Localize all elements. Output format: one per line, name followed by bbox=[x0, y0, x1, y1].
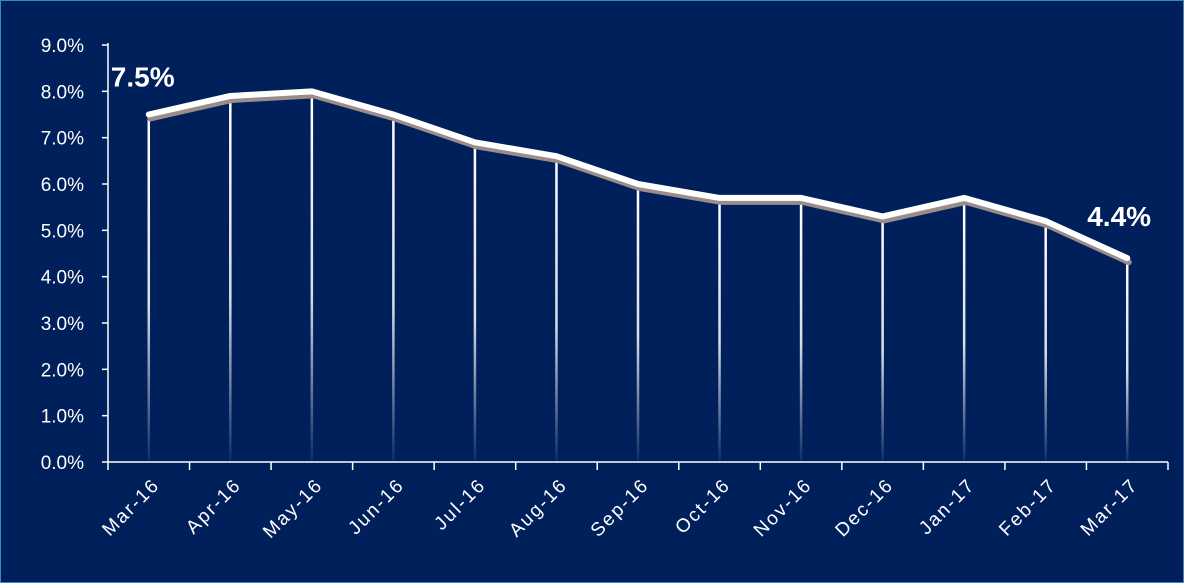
drop-line bbox=[962, 197, 966, 462]
x-tick-label: Sep-16 bbox=[587, 475, 654, 542]
drop-line bbox=[799, 197, 803, 462]
x-tick-label: May-16 bbox=[259, 475, 327, 543]
data-point bbox=[961, 195, 967, 201]
x-tick-label: Jul-16 bbox=[431, 475, 491, 535]
y-tick-label: 8.0% bbox=[41, 82, 84, 103]
data-point bbox=[390, 112, 396, 117]
y-tick-label: 5.0% bbox=[41, 221, 84, 242]
data-point bbox=[553, 153, 559, 159]
x-tick-label: Jan-17 bbox=[915, 475, 979, 539]
annotation-layer: 7.5% 4.4% bbox=[111, 62, 1151, 233]
x-tick-label: Feb-17 bbox=[995, 475, 1061, 541]
drop-line bbox=[636, 184, 640, 462]
data-point bbox=[1043, 218, 1049, 224]
x-tick-label: Jun-16 bbox=[344, 475, 408, 539]
x-tick-label: Dec-16 bbox=[832, 475, 899, 542]
data-label: 4.4% bbox=[1087, 201, 1151, 232]
drop-line bbox=[473, 142, 477, 463]
x-tick-label: Oct-16 bbox=[671, 475, 735, 539]
y-tick-label: 7.0% bbox=[41, 129, 84, 150]
y-tick-label: 6.0% bbox=[41, 175, 84, 196]
drop-line bbox=[718, 197, 721, 462]
drop-line bbox=[555, 156, 558, 462]
data-point bbox=[635, 181, 641, 187]
data-point bbox=[1124, 255, 1130, 261]
data-point bbox=[472, 139, 478, 145]
x-tick-label: Nov-16 bbox=[750, 475, 817, 542]
y-tick-label: 2.0% bbox=[41, 360, 84, 381]
y-tick-label: 9.0% bbox=[41, 36, 84, 57]
drop-lines bbox=[147, 91, 1129, 463]
drop-line bbox=[310, 91, 314, 462]
y-tick-label: 4.0% bbox=[41, 268, 84, 289]
data-point bbox=[146, 112, 152, 117]
y-tick-label: 0.0% bbox=[41, 453, 84, 474]
drop-line bbox=[1125, 258, 1129, 462]
x-tick-label: Mar-16 bbox=[98, 475, 164, 541]
x-tick-label: Aug-16 bbox=[505, 475, 572, 542]
series-layer bbox=[145, 88, 1132, 266]
axes: 0.0% 1.0% 2.0% 3.0% 4.0% 5.0% 6.0% 7.0% 8.0% 9.0%… bbox=[41, 36, 1169, 543]
drop-line bbox=[147, 114, 151, 462]
data-point bbox=[227, 93, 233, 99]
drop-line bbox=[229, 95, 232, 462]
data-point bbox=[880, 213, 886, 219]
series-line-shadow bbox=[147, 92, 1132, 266]
data-point bbox=[798, 195, 804, 201]
y-tick-label: 3.0% bbox=[41, 314, 84, 335]
x-tick-label: Apr-16 bbox=[182, 475, 246, 539]
drop-line bbox=[1044, 221, 1047, 462]
drop-line bbox=[392, 114, 395, 462]
data-point bbox=[309, 88, 315, 94]
x-tick-label: Mar-17 bbox=[1077, 475, 1143, 541]
y-tick-label: 1.0% bbox=[41, 407, 84, 428]
data-label: 7.5% bbox=[111, 62, 175, 93]
data-point bbox=[717, 195, 723, 201]
drop-line bbox=[881, 216, 884, 462]
